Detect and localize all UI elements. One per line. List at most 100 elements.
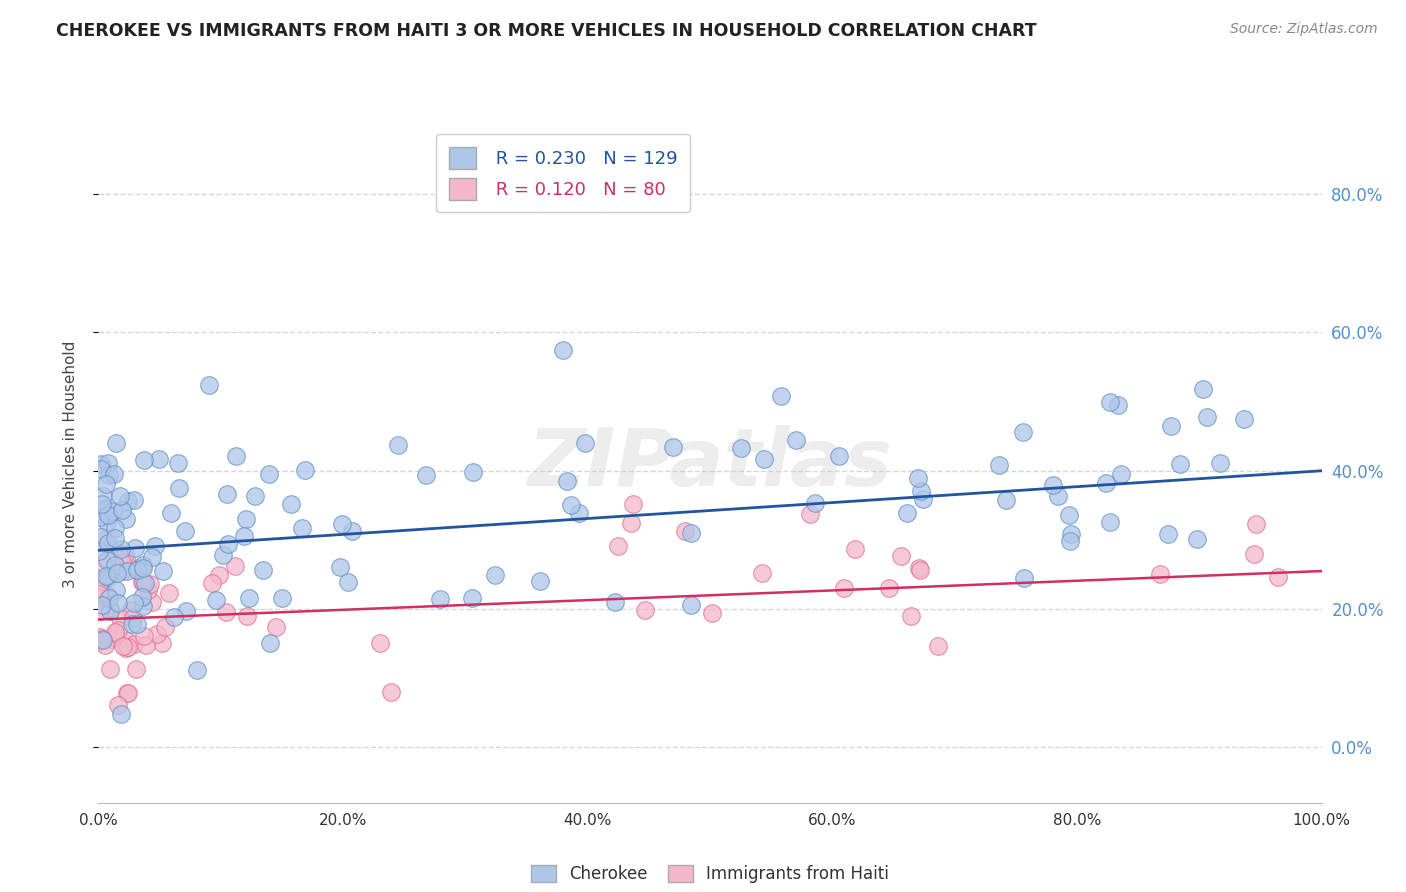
Point [122, 492, 145, 507]
Point [337, 575, 360, 590]
Point [115, 512, 138, 526]
Point [101, 630, 124, 644]
Point [844, 541, 866, 556]
Point [1149, 566, 1171, 581]
Point [98, 468, 121, 483]
Point [122, 637, 145, 651]
Point [90, 576, 112, 591]
Point [1042, 478, 1064, 492]
Point [160, 506, 183, 520]
Point [105, 583, 128, 598]
Point [97, 539, 120, 553]
Point [252, 563, 274, 577]
Point [1244, 516, 1267, 531]
Point [1098, 394, 1121, 409]
Point [560, 498, 582, 512]
Point [994, 492, 1017, 507]
Point [110, 707, 132, 722]
Point [89, 604, 111, 618]
Point [907, 471, 929, 485]
Point [91, 556, 114, 570]
Point [555, 474, 578, 488]
Point [115, 564, 138, 578]
Point [91, 632, 114, 647]
Point [124, 662, 146, 676]
Point [415, 467, 437, 482]
Point [879, 582, 901, 596]
Point [104, 558, 127, 573]
Text: ZIPatlas: ZIPatlas [527, 425, 893, 503]
Point [1197, 409, 1219, 424]
Point [387, 438, 409, 452]
Point [215, 605, 238, 619]
Point [245, 489, 267, 503]
Point [111, 564, 134, 578]
Point [330, 516, 353, 531]
Point [96, 553, 118, 567]
Point [259, 636, 281, 650]
Point [634, 603, 657, 617]
Point [108, 489, 131, 503]
Point [1108, 398, 1130, 412]
Point [152, 564, 174, 578]
Point [927, 640, 949, 654]
Point [124, 596, 146, 610]
Point [115, 640, 138, 655]
Point [135, 639, 157, 653]
Point [104, 521, 127, 535]
Point [150, 636, 173, 650]
Point [90, 457, 112, 471]
Point [105, 436, 128, 450]
Point [132, 558, 155, 573]
Point [461, 465, 484, 479]
Point [125, 616, 148, 631]
Point [620, 516, 643, 530]
Point [97, 536, 120, 550]
Point [94, 638, 117, 652]
Point [606, 539, 628, 553]
Point [148, 452, 170, 467]
Point [529, 574, 551, 589]
Point [1060, 526, 1083, 541]
Point [117, 493, 139, 508]
Point [105, 566, 128, 581]
Point [98, 591, 121, 605]
Point [96, 515, 118, 529]
Point [143, 539, 166, 553]
Point [621, 497, 644, 511]
Point [101, 504, 124, 518]
Point [115, 633, 138, 648]
Point [568, 506, 591, 520]
Point [90, 574, 112, 588]
Point [900, 608, 922, 623]
Point [551, 343, 574, 357]
Point [117, 640, 139, 655]
Point [98, 604, 121, 618]
Point [91, 497, 114, 511]
Point [1243, 547, 1265, 561]
Point [90, 462, 112, 476]
Point [111, 555, 134, 569]
Point [890, 549, 912, 563]
Point [484, 567, 506, 582]
Point [1059, 508, 1081, 523]
Point [173, 524, 195, 538]
Point [1094, 476, 1116, 491]
Point [1267, 570, 1289, 584]
Point [163, 610, 186, 624]
Point [238, 591, 260, 606]
Point [87, 587, 110, 601]
Point [174, 604, 197, 618]
Point [661, 440, 683, 454]
Point [110, 542, 132, 557]
Point [910, 483, 932, 498]
Point [132, 560, 155, 574]
Point [94, 477, 117, 491]
Point [205, 592, 228, 607]
Point [89, 590, 111, 604]
Point [429, 591, 451, 606]
Point [987, 458, 1010, 473]
Point [1012, 425, 1035, 439]
Point [100, 662, 122, 676]
Point [751, 566, 773, 580]
